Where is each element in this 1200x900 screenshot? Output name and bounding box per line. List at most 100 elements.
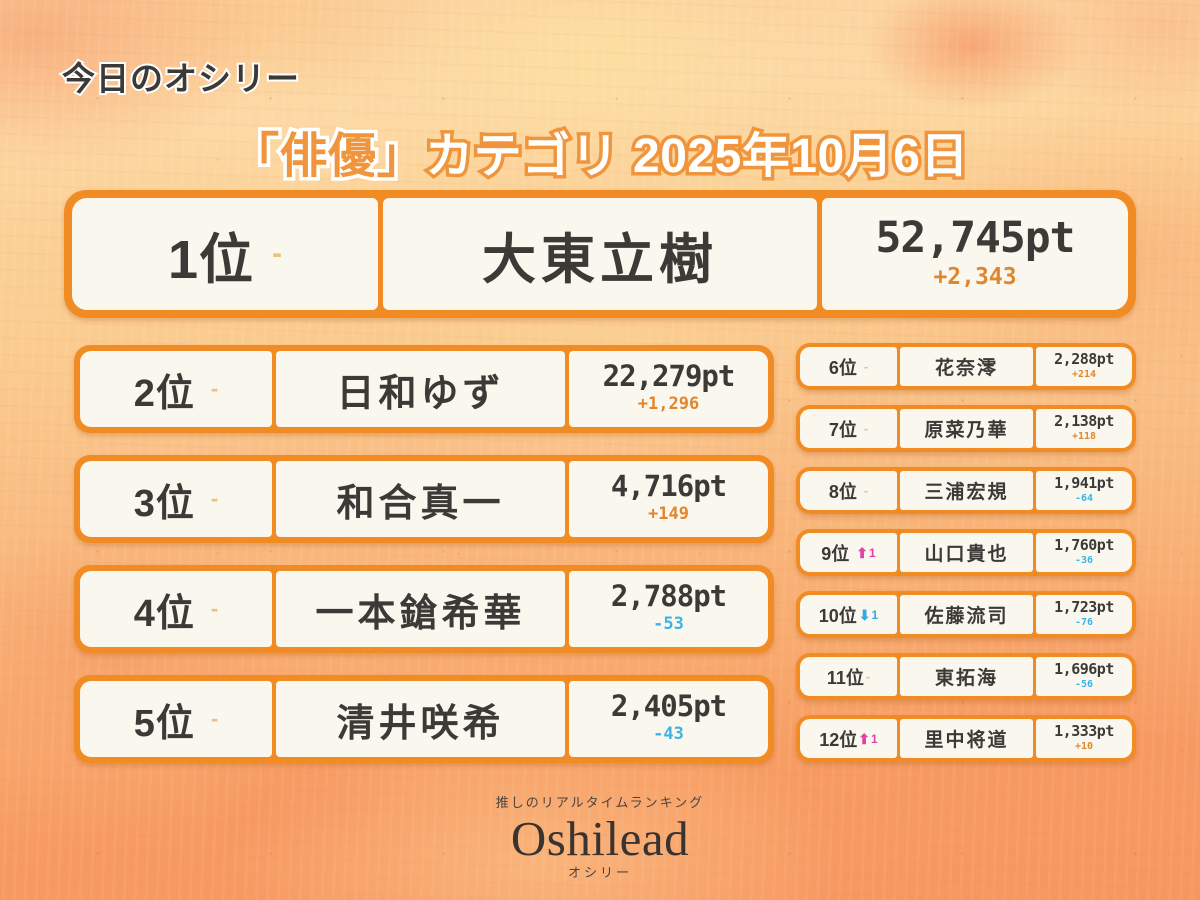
rank-2-point-delta: +1,296 bbox=[637, 394, 700, 415]
rank-9-point-delta: -36 bbox=[1074, 555, 1094, 566]
rank-9-move-count: 1 bbox=[869, 545, 876, 560]
rank-10-move-count: 1 bbox=[871, 607, 879, 622]
rank-4-rank-label: 4位 bbox=[133, 592, 195, 635]
rank-3-person-name: 和合真一 bbox=[336, 482, 505, 525]
rank-2-points: 22,279pt bbox=[602, 359, 736, 394]
rank-12-points-cell: 1,333pt +10 bbox=[1036, 719, 1132, 758]
rank-9-move-indicator: ⬆ 1 bbox=[856, 546, 875, 560]
rank-11-card[interactable]: 11位 - 東拓海 1,696pt -56 bbox=[796, 653, 1136, 700]
rank-6-name-cell: 花奈澪 bbox=[900, 347, 1033, 386]
rank-3-name-cell: 和合真一 bbox=[276, 461, 565, 537]
rank-5-card[interactable]: 5位 - 清井咲希 2,405pt -43 bbox=[74, 675, 774, 763]
rank-10-move-indicator: ⬇ 1 bbox=[859, 608, 878, 622]
rank-9-name-cell: 山口貴也 bbox=[900, 533, 1033, 572]
rank-12-rank-cell: 12位 ⬆ 1 bbox=[800, 719, 897, 758]
rank-1-rank-label: 1位 bbox=[167, 229, 255, 290]
arrow-up-icon: ⬆ bbox=[858, 730, 871, 747]
rank-3-move-indicator: - bbox=[210, 486, 219, 511]
rank-6-point-delta: +214 bbox=[1071, 369, 1097, 380]
footer-tagline: 推しのリアルタイムランキング bbox=[495, 795, 705, 810]
rank-8-rank-label: 8位 bbox=[828, 481, 857, 502]
rank-3-rank-label: 3位 bbox=[133, 482, 195, 525]
rank-10-name-cell: 佐藤流司 bbox=[900, 595, 1033, 634]
rank-7-card[interactable]: 7位 - 原菜乃華 2,138pt +118 bbox=[796, 405, 1136, 452]
page-title: 「俳優」カテゴリ 2025年10月6日 bbox=[0, 116, 1200, 187]
rank-12-card[interactable]: 12位 ⬆ 1 里中将道 1,333pt +10 bbox=[796, 715, 1136, 762]
page-kicker: 今日のオシリー bbox=[60, 58, 301, 99]
rank-6-rank-cell: 6位 - bbox=[800, 347, 897, 386]
rank-7-person-name: 原菜乃華 bbox=[924, 420, 1009, 441]
rank-10-points-cell: 1,723pt -76 bbox=[1036, 595, 1132, 634]
rank-10-card[interactable]: 10位 ⬇ 1 佐藤流司 1,723pt -76 bbox=[796, 591, 1136, 638]
rank-1-rank-cell: 1位 - bbox=[72, 198, 378, 310]
rank-1-card[interactable]: 1位 - 大東立樹 52,745pt +2,343 bbox=[64, 190, 1136, 318]
rank-11-rank-cell: 11位 - bbox=[800, 657, 897, 696]
rank-4-person-name: 一本鎗希華 bbox=[315, 592, 526, 635]
rank-12-point-delta: +10 bbox=[1074, 741, 1094, 752]
rank-12-rank-label: 12位 bbox=[819, 729, 858, 750]
rank-6-points: 2,288pt bbox=[1054, 350, 1114, 368]
rank-2-points-cell: 22,279pt +1,296 bbox=[569, 351, 768, 427]
rank-12-move-indicator: ⬆ 1 bbox=[858, 732, 877, 746]
ranking-date: 2025年10月6日 bbox=[630, 127, 972, 187]
rank-5-rank-cell: 5位 - bbox=[80, 681, 272, 757]
category-suffix: カテゴリ bbox=[422, 127, 623, 187]
rank-6-card[interactable]: 6位 - 花奈澪 2,288pt +214 bbox=[796, 343, 1136, 390]
rank-12-name-cell: 里中将道 bbox=[900, 719, 1033, 758]
category-label: 「俳優」 bbox=[228, 127, 428, 187]
rank-9-rank-label: 9位 bbox=[821, 543, 850, 564]
footer-branding: 推しのリアルタイムランキング Oshilead オシリー bbox=[0, 792, 1200, 881]
rank-1-point-delta: +2,343 bbox=[933, 263, 1017, 290]
rank-9-points: 1,760pt bbox=[1054, 536, 1114, 554]
rank-10-points: 1,723pt bbox=[1054, 598, 1114, 616]
rank-9-card[interactable]: 9位 ⬆ 1 山口貴也 1,760pt -36 bbox=[796, 529, 1136, 576]
rank-5-name-cell: 清井咲希 bbox=[276, 681, 565, 757]
rank-5-rank-label: 5位 bbox=[133, 702, 195, 745]
rank-5-points: 2,405pt bbox=[610, 689, 727, 724]
rank-7-move-indicator: - bbox=[863, 421, 869, 436]
rank-9-points-cell: 1,760pt -36 bbox=[1036, 533, 1132, 572]
rank-8-card[interactable]: 8位 - 三浦宏規 1,941pt -64 bbox=[796, 467, 1136, 514]
rank-8-rank-cell: 8位 - bbox=[800, 471, 897, 510]
rank-2-move-indicator: - bbox=[210, 376, 219, 401]
rank-12-move-count: 1 bbox=[871, 731, 878, 746]
rank-11-points: 1,696pt bbox=[1054, 660, 1114, 678]
rank-1-points-cell: 52,745pt +2,343 bbox=[822, 198, 1128, 310]
rank-9-person-name: 山口貴也 bbox=[924, 544, 1009, 565]
footer-logo: Oshilead bbox=[510, 811, 690, 866]
rank-5-points-cell: 2,405pt -43 bbox=[569, 681, 768, 757]
rank-6-rank-label: 6位 bbox=[828, 357, 857, 378]
rank-6-move-indicator: - bbox=[863, 359, 869, 374]
rank-12-person-name: 里中将道 bbox=[924, 730, 1009, 751]
rank-2-rank-cell: 2位 - bbox=[80, 351, 272, 427]
arrow-up-icon: ⬆ bbox=[856, 544, 869, 561]
arrow-down-icon: ⬇ bbox=[858, 606, 871, 623]
rank-10-person-name: 佐藤流司 bbox=[924, 606, 1009, 627]
rank-3-points-cell: 4,716pt +149 bbox=[569, 461, 768, 537]
rank-7-rank-label: 7位 bbox=[828, 419, 857, 440]
rank-7-rank-cell: 7位 - bbox=[800, 409, 897, 448]
rank-3-points: 4,716pt bbox=[610, 469, 727, 504]
rank-2-rank-label: 2位 bbox=[133, 372, 195, 415]
rank-2-name-cell: 日和ゆず bbox=[276, 351, 565, 427]
rank-4-points-cell: 2,788pt -53 bbox=[569, 571, 768, 647]
rank-12-points: 1,333pt bbox=[1054, 722, 1114, 740]
rank-3-card[interactable]: 3位 - 和合真一 4,716pt +149 bbox=[74, 455, 774, 543]
rank-7-points: 2,138pt bbox=[1054, 412, 1114, 430]
footer-logo-sub: オシリー bbox=[567, 865, 632, 881]
rank-9-rank-cell: 9位 ⬆ 1 bbox=[800, 533, 897, 572]
rank-3-point-delta: +149 bbox=[648, 504, 689, 525]
rank-11-rank-label: 11位 bbox=[826, 667, 864, 688]
rank-8-person-name: 三浦宏規 bbox=[924, 482, 1009, 503]
rank-2-card[interactable]: 2位 - 日和ゆず 22,279pt +1,296 bbox=[74, 345, 774, 433]
rank-3-rank-cell: 3位 - bbox=[80, 461, 272, 537]
rank-8-points: 1,941pt bbox=[1054, 474, 1114, 492]
rank-7-name-cell: 原菜乃華 bbox=[900, 409, 1033, 448]
rank-1-move-indicator: - bbox=[272, 237, 283, 270]
rank-1-points: 52,745pt bbox=[875, 212, 1075, 263]
rank-4-card[interactable]: 4位 - 一本鎗希華 2,788pt -53 bbox=[74, 565, 774, 653]
rank-10-rank-cell: 10位 ⬇ 1 bbox=[800, 595, 897, 634]
rank-5-point-delta: -43 bbox=[653, 724, 684, 745]
rank-7-points-cell: 2,138pt +118 bbox=[1036, 409, 1132, 448]
